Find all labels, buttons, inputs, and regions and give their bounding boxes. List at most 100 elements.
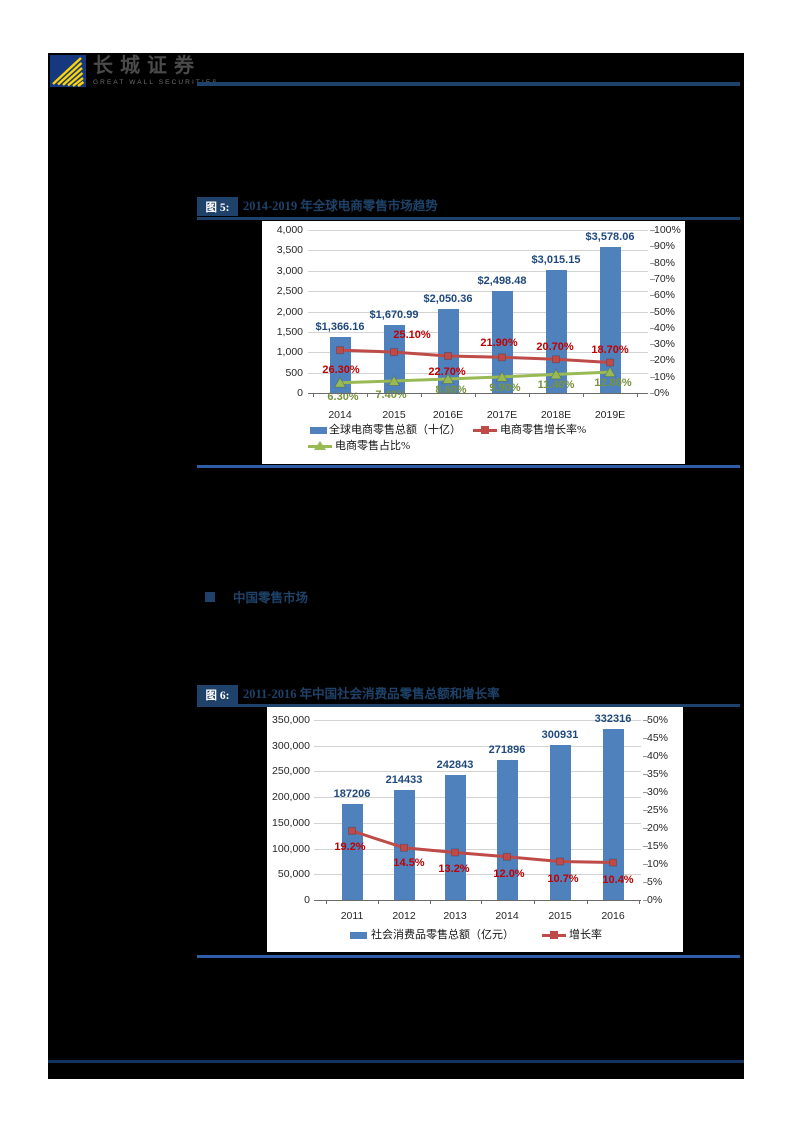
- line-value-label: 7.40%: [375, 388, 407, 401]
- y-axis-label: 250,000: [272, 765, 310, 778]
- y2-axis-label: 40%: [647, 750, 669, 762]
- y-axis-label: 3,000: [276, 264, 303, 277]
- y2-axis-label: 10%: [647, 858, 669, 870]
- line-value-label: 14.5%: [393, 856, 425, 869]
- y2-axis-label: 30%: [654, 338, 676, 351]
- line-value-label: 22.70%: [428, 365, 466, 378]
- bar-value-label: 242843: [436, 759, 474, 772]
- line-value-label: 12.0%: [493, 867, 525, 880]
- company-subtitle: GREAT WALL SECURITIES: [93, 79, 219, 86]
- y2-axis-label: 30%: [647, 786, 669, 798]
- bar-value-label: 187206: [333, 787, 371, 800]
- footer-rule: [48, 1060, 744, 1063]
- line-value-label: 11.40%: [537, 379, 575, 392]
- logo-mark-icon: [50, 55, 86, 87]
- line-value-label: 19.2%: [334, 840, 366, 853]
- x-axis-label: 2016: [601, 910, 625, 922]
- y2-axis-tick: [643, 792, 648, 793]
- line-value-label: 25.10%: [393, 329, 431, 342]
- x-axis-tick: [639, 900, 640, 904]
- x-axis-tick: [481, 900, 482, 904]
- x-axis-label: 2015: [382, 409, 406, 421]
- company-name: 长城证券: [93, 55, 201, 77]
- figure5-title: 2014-2019 年全球电商零售市场趋势: [243, 199, 438, 213]
- y2-axis-label: 25%: [647, 804, 669, 816]
- bar: [444, 775, 466, 900]
- y2-axis-label: 10%: [654, 370, 676, 383]
- y2-axis-tick: [650, 295, 655, 297]
- bullet-icon: [205, 591, 215, 602]
- figure6-chart: 0 50,000 100,000 150,000 200,000 250,000 300,0…: [267, 707, 683, 952]
- gridline: [314, 745, 641, 747]
- y2-axis-tick: [643, 900, 648, 901]
- y2-axis-label: 50%: [654, 305, 676, 318]
- bar: [599, 247, 621, 393]
- bar-value-label: 332316: [594, 713, 632, 726]
- figure5-bottom-rule: [197, 465, 740, 468]
- figure6-caption-rule: [197, 704, 740, 707]
- line-value-label: 18.70%: [591, 343, 629, 356]
- y2-axis-tick: [650, 376, 655, 378]
- y2-axis-label: 100%: [654, 224, 681, 236]
- gridline: [308, 250, 648, 252]
- gridline: [308, 270, 648, 272]
- legend-label: 增长率: [569, 929, 602, 941]
- x-axis-tick: [475, 393, 476, 397]
- y2-axis-tick: [643, 720, 648, 721]
- bar: [491, 291, 513, 393]
- x-axis-label: 2014: [495, 910, 519, 922]
- y2-axis-label: 60%: [654, 289, 676, 302]
- figure6-caption: 图 6: 2011-2016 年中国社会消费品零售总额和增长率: [197, 685, 500, 704]
- y2-axis-label: 80%: [654, 256, 676, 269]
- gridline: [308, 291, 648, 293]
- x-axis-tick: [378, 900, 379, 904]
- y2-axis-tick: [643, 882, 648, 883]
- line-value-label: 13.2%: [438, 863, 470, 876]
- figure6-bottom-rule: [197, 955, 740, 958]
- y-axis-label: 300,000: [272, 739, 310, 752]
- y2-axis-tick: [650, 311, 655, 313]
- y2-axis-tick: [643, 846, 648, 847]
- x-axis-label: 2011: [340, 910, 364, 922]
- x-axis-label: 2014: [328, 409, 352, 421]
- y2-axis-tick: [650, 393, 655, 394]
- y-axis-label: 3,500: [276, 244, 303, 257]
- y2-axis-tick: [650, 327, 655, 329]
- y-axis-label: 350,000: [272, 714, 310, 726]
- gridline: [314, 720, 641, 721]
- legend-square-marker: [550, 931, 558, 939]
- bar-value-label: 300931: [541, 729, 579, 742]
- y-axis-label: 2,000: [276, 305, 303, 318]
- y-axis-label: 150,000: [272, 816, 310, 829]
- section-heading: 中国零售市场: [233, 591, 309, 605]
- y2-axis-tick: [650, 230, 655, 231]
- x-axis-tick: [533, 900, 535, 904]
- figure5-label: 图 5:: [197, 197, 238, 216]
- bar-value-label: $1,670.99: [369, 308, 419, 321]
- y-axis-label: 500: [285, 366, 303, 379]
- x-axis-label: 2018E: [540, 409, 572, 421]
- x-axis-tick: [583, 393, 584, 397]
- legend-label: 社会消费品零售总额（亿元）: [371, 929, 514, 941]
- x-axis-label: 2019E: [594, 409, 626, 421]
- y-axis-label: 4,000: [276, 224, 303, 236]
- x-axis-label: 2013: [443, 910, 467, 922]
- y2-axis-tick: [650, 360, 655, 362]
- figure6-label: 图 6:: [197, 685, 238, 704]
- figure5-caption: 图 5: 2014-2019 年全球电商零售市场趋势: [197, 197, 438, 216]
- gridline: [314, 874, 641, 876]
- bar: [545, 270, 567, 393]
- x-axis-label: 2012: [392, 910, 416, 922]
- line-value-label: 8.60%: [435, 383, 467, 396]
- bar-value-label: $2,050.36: [423, 293, 473, 306]
- y2-axis-tick: [650, 344, 655, 346]
- y2-axis-tick: [650, 246, 655, 248]
- x-axis-tick: [586, 900, 588, 904]
- x-axis-tick: [637, 393, 638, 397]
- legend-label: 电商零售增长率%: [500, 424, 587, 436]
- bar-value-label: $1,366.16: [315, 321, 365, 334]
- logo-text: 长城证券 GREAT WALL SECURITIES: [93, 55, 219, 87]
- x-axis-tick: [313, 393, 314, 397]
- y-axis-label: 100,000: [272, 842, 310, 855]
